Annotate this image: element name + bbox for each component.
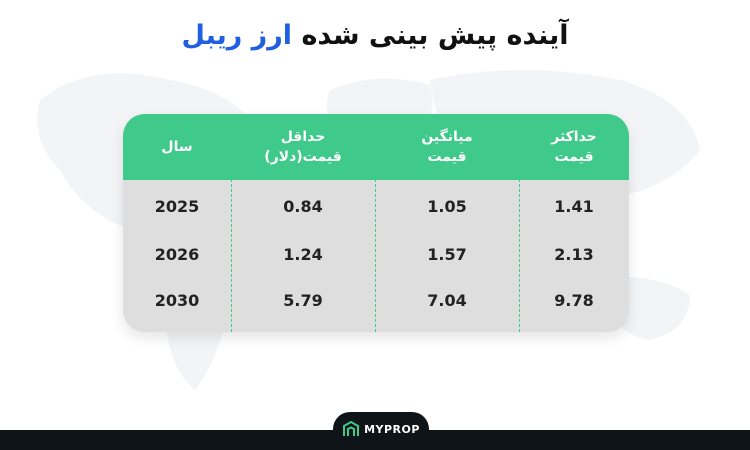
table-header: [123, 114, 629, 180]
column-divider: [375, 114, 376, 332]
column-divider: [231, 114, 232, 332]
header-max-price: حداکثر قیمت: [551, 129, 597, 165]
table-row-avg: 1.05: [427, 196, 467, 216]
brand-name: MYPROP: [364, 422, 420, 436]
table-row-year: 2026: [154, 244, 200, 264]
table-row-min: 0.84: [283, 196, 323, 216]
header-avg-price: میانگین قیمت: [421, 129, 473, 165]
table-row-year: 2025: [154, 196, 200, 216]
title-highlight: ارز ریبل: [181, 20, 293, 51]
table-row-max: 1.41: [554, 196, 594, 216]
table-row-max: 2.13: [554, 244, 594, 264]
brand-logo: MYPROP: [333, 412, 429, 446]
table-row-min: 1.24: [283, 244, 323, 264]
forecast-table: سال حداقل قیمت(دلار) میانگین قیمت حداکثر…: [123, 114, 629, 332]
column-divider: [519, 114, 520, 332]
table-row-avg: 1.57: [427, 244, 467, 264]
table-row-year: 2030: [154, 290, 200, 310]
header-year: سال: [161, 139, 193, 155]
table-row-avg: 7.04: [427, 290, 467, 310]
header-min-price: حداقل قیمت(دلار): [264, 129, 342, 165]
page-title: آینده پیش بینی شده ارز ریبل: [0, 20, 750, 51]
table-row-max: 9.78: [554, 290, 594, 310]
myprop-logo-icon: [343, 420, 360, 436]
table-row-min: 5.79: [283, 290, 323, 310]
title-main: آینده پیش بینی شده: [301, 20, 569, 51]
